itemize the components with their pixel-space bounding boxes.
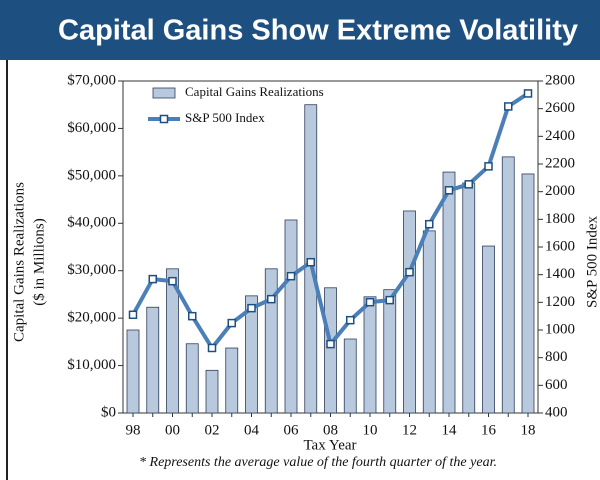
legend-swatch xyxy=(152,87,176,99)
y2-axis-label: S&P 500 Index xyxy=(584,216,600,308)
bar xyxy=(284,219,298,414)
point xyxy=(405,267,414,277)
y-tick-label: $70,000 xyxy=(67,72,116,88)
bar xyxy=(363,296,377,414)
point xyxy=(128,310,138,320)
x-axis-label: Tax Year xyxy=(303,437,356,453)
x-tick-label: 02 xyxy=(205,422,220,438)
y2-tick-label: 400 xyxy=(545,404,568,420)
bar xyxy=(403,210,416,414)
x-tick-label: 06 xyxy=(284,422,300,438)
footnote: * Represents the average value of the fo… xyxy=(139,455,497,470)
point xyxy=(346,315,355,325)
bar xyxy=(521,173,535,414)
bar xyxy=(225,347,239,414)
y2-tick-label: 2800 xyxy=(545,72,575,88)
point xyxy=(148,274,157,284)
point xyxy=(267,294,276,304)
point xyxy=(365,297,375,307)
bar xyxy=(383,289,397,414)
y-tick-label: $0 xyxy=(101,404,116,420)
point xyxy=(247,303,256,313)
x-tick-label: 00 xyxy=(165,422,180,438)
point xyxy=(188,311,197,321)
bar xyxy=(166,268,179,414)
bar xyxy=(462,182,476,414)
y-tick-label: $50,000 xyxy=(67,167,116,183)
bar xyxy=(324,287,337,414)
bar xyxy=(146,306,160,414)
bar xyxy=(245,295,258,414)
point xyxy=(444,186,454,195)
bar xyxy=(185,343,199,414)
bar xyxy=(482,245,495,414)
y2-tick-label: 800 xyxy=(545,349,568,365)
point xyxy=(385,295,394,305)
y2-tick-label: 1000 xyxy=(545,321,575,337)
point xyxy=(484,162,493,171)
y-tick-label: $10,000 xyxy=(67,357,116,373)
bar xyxy=(501,156,515,414)
y-tick-label: $20,000 xyxy=(67,310,116,326)
y-tick-label: $40,000 xyxy=(67,215,116,231)
y2-tick-label: 2200 xyxy=(545,155,575,171)
y-tick-label: $30,000 xyxy=(67,262,116,278)
y-axis-label: ($ in Millions) xyxy=(31,218,47,306)
legend-label: Capital Gains Realizations xyxy=(185,84,324,99)
y2-tick-label: 2400 xyxy=(545,128,575,144)
y2-tick-label: 1600 xyxy=(545,238,575,254)
y2-tick-label: 2600 xyxy=(545,100,575,116)
legend-label: S&P 500 Index xyxy=(185,110,265,125)
point xyxy=(227,318,236,328)
y-axis-label: Capital Gains Realizations xyxy=(11,182,27,342)
x-tick-label: 14 xyxy=(442,422,458,438)
bar xyxy=(343,338,357,414)
x-tick-label: 04 xyxy=(244,422,260,438)
point xyxy=(464,180,473,189)
x-tick-label: 16 xyxy=(481,422,497,438)
y2-tick-label: 1800 xyxy=(545,211,575,227)
point xyxy=(523,89,533,98)
y-tick-label: $60,000 xyxy=(67,120,116,136)
point xyxy=(207,343,217,353)
y2-tick-label: 600 xyxy=(545,377,568,393)
title-banner xyxy=(0,0,600,60)
bar xyxy=(422,230,436,414)
x-tick-label: 12 xyxy=(402,422,417,438)
bar xyxy=(442,171,456,414)
bar xyxy=(205,369,219,414)
bar xyxy=(264,268,278,414)
point xyxy=(425,219,434,229)
point xyxy=(168,276,177,286)
x-tick-label: 10 xyxy=(363,422,378,438)
y2-tick-label: 2000 xyxy=(545,183,575,199)
point xyxy=(504,102,513,111)
point xyxy=(326,339,335,349)
chart-title: Capital Gains Show Extreme Volatility xyxy=(58,15,578,47)
point xyxy=(286,271,296,281)
point xyxy=(306,257,315,267)
x-tick-label: 08 xyxy=(323,422,338,438)
y2-tick-label: 1200 xyxy=(545,294,575,310)
y2-tick-label: 1400 xyxy=(545,266,575,282)
legend-swatch xyxy=(159,114,169,124)
x-tick-label: 98 xyxy=(126,422,141,438)
bar xyxy=(126,329,140,414)
x-tick-label: 18 xyxy=(521,422,536,438)
